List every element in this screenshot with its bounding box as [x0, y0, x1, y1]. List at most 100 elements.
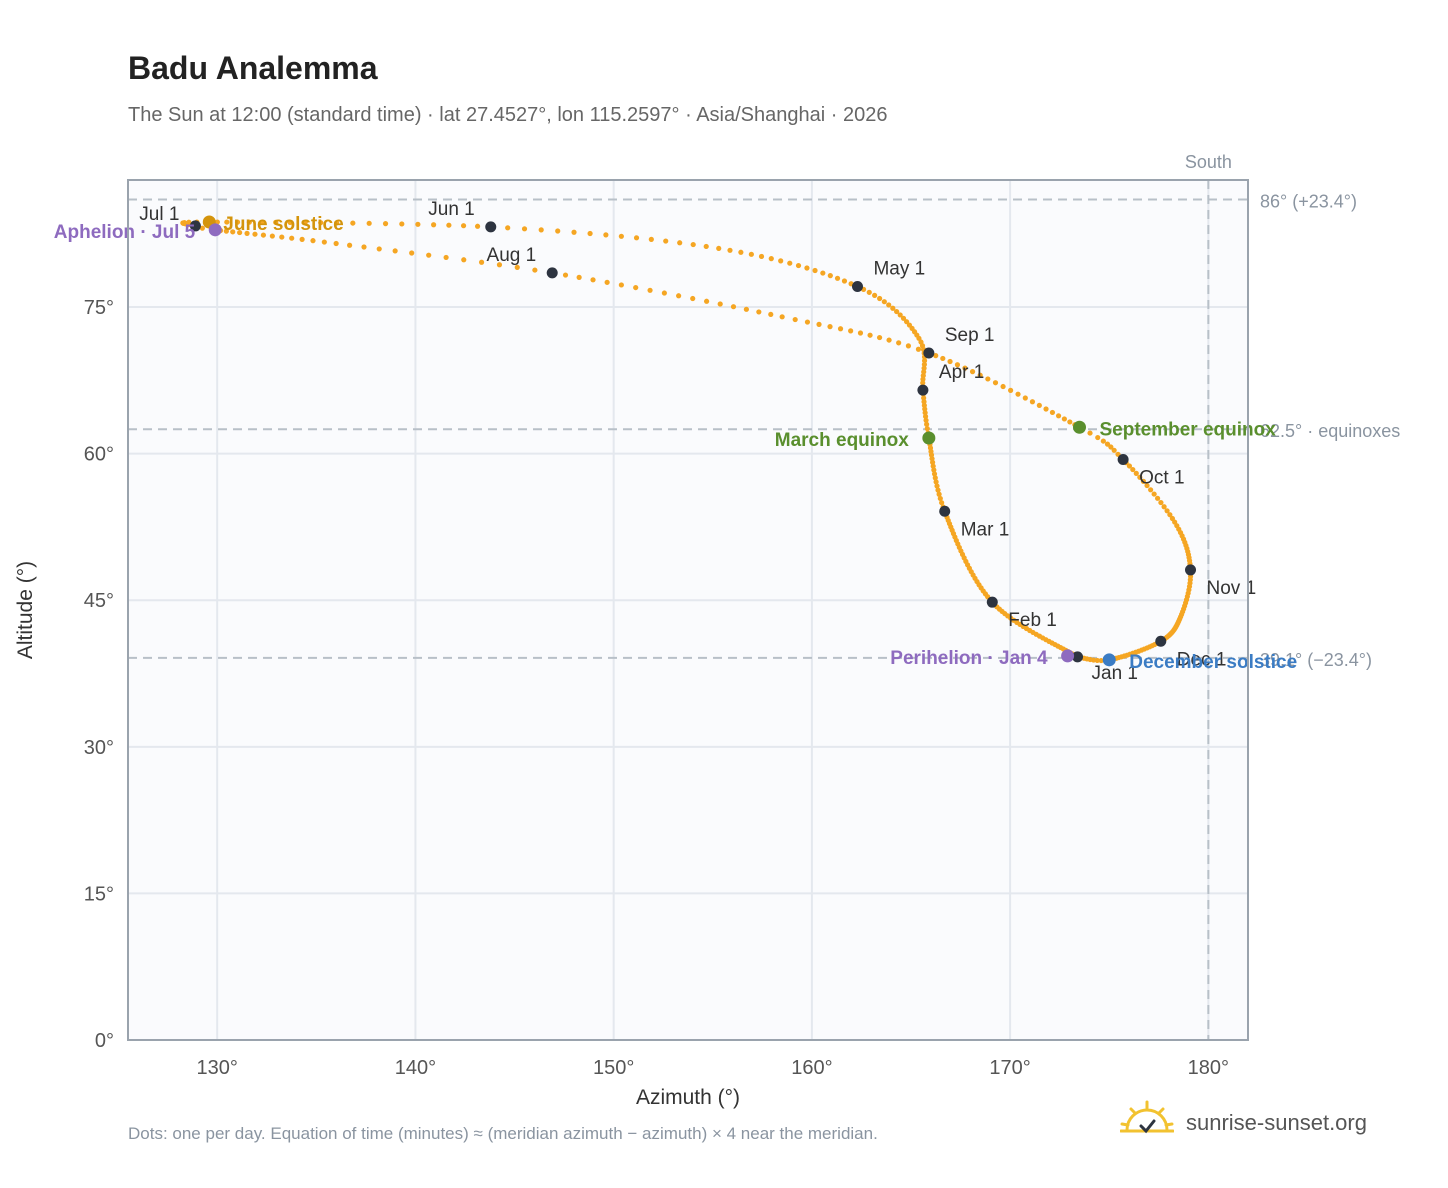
- daily-dot: [532, 267, 538, 273]
- daily-dot: [350, 220, 356, 226]
- x-tick-label: 170°: [989, 1057, 1030, 1079]
- daily-dot: [555, 228, 561, 234]
- daily-dot: [857, 330, 864, 336]
- daily-dot: [496, 262, 503, 268]
- daily-dot: [514, 264, 520, 270]
- daily-dot: [1055, 413, 1062, 419]
- daily-dot: [690, 295, 696, 302]
- daily-dot: [703, 243, 709, 250]
- brand-name[interactable]: sunrise-sunset.org: [1186, 1109, 1367, 1135]
- daily-dot: [795, 262, 802, 269]
- daily-dot: [1148, 487, 1154, 493]
- daily-dot: [743, 306, 749, 312]
- month-marker-label: Dec 1: [1177, 649, 1227, 670]
- daily-dot: [934, 483, 940, 489]
- daily-dot: [841, 278, 848, 284]
- x-tick-label: 130°: [197, 1057, 238, 1079]
- daily-dot: [661, 290, 667, 296]
- daily-dot: [478, 259, 485, 265]
- daily-dot: [921, 361, 927, 368]
- daily-dot: [334, 220, 340, 226]
- daily-dot: [690, 241, 696, 248]
- daily-dot: [1061, 416, 1067, 422]
- daily-dot: [1111, 447, 1117, 453]
- daily-dot: [881, 299, 887, 305]
- daily-dot: [333, 240, 339, 247]
- daily-dot: [269, 233, 275, 239]
- daily-dot: [443, 254, 449, 261]
- daily-dot: [1167, 512, 1173, 518]
- daily-dot: [321, 239, 327, 245]
- daily-dot: [872, 292, 878, 298]
- month-markers: Jan 1 Feb 1 Mar 1 Apr 1 May 1 Jun 1 Jul 1 Aug 1…: [139, 199, 1256, 684]
- daily-dot: [820, 270, 826, 276]
- y-tick-label: 45°: [84, 590, 114, 612]
- daily-dot: [244, 230, 250, 236]
- daily-dot: [758, 253, 765, 260]
- daily-dot: [923, 417, 929, 423]
- month-marker-label: Apr 1: [939, 362, 984, 383]
- month-marker-dot: [485, 221, 497, 233]
- daily-dot: [663, 238, 669, 244]
- daily-dot: [1144, 482, 1150, 489]
- daily-dot: [792, 316, 798, 323]
- daily-dot: [931, 467, 937, 473]
- daily-dot: [230, 229, 236, 235]
- daily-dot: [590, 277, 596, 283]
- month-marker-dot: [1155, 635, 1167, 647]
- daily-dot: [415, 221, 421, 227]
- month-marker-dot: [546, 267, 558, 279]
- daily-dot: [223, 228, 229, 234]
- daily-dot: [1154, 495, 1161, 501]
- daily-dot: [234, 219, 241, 225]
- daily-dot: [1015, 391, 1021, 397]
- daily-dot: [890, 305, 896, 311]
- daily-dot: [474, 223, 481, 229]
- daily-dot: [273, 219, 279, 225]
- reference-line-label: 39.1° (−23.4°): [1260, 650, 1372, 670]
- event-marker-dot: [1061, 649, 1075, 663]
- daily-dot: [604, 279, 610, 285]
- daily-dot: [866, 289, 872, 295]
- event-marker-label: Aphelion · Jul 5: [54, 222, 196, 243]
- daily-dot: [521, 226, 528, 232]
- daily-dot: [648, 236, 654, 242]
- event-marker-dot: [1102, 653, 1116, 667]
- month-marker-dot: [189, 220, 201, 232]
- daily-dot: [1043, 406, 1049, 412]
- daily-dot: [299, 236, 305, 242]
- daily-dot: [382, 221, 389, 227]
- daily-dot: [954, 362, 961, 368]
- daily-dot: [921, 395, 927, 401]
- daily-dot: [461, 257, 467, 263]
- daily-dot: [748, 251, 754, 257]
- daily-dot: [992, 380, 999, 386]
- month-marker-label: Sep 1: [945, 325, 995, 346]
- daily-dot: [1087, 430, 1093, 436]
- month-marker-label: Aug 1: [487, 245, 537, 266]
- daily-dot: [647, 287, 653, 293]
- brand[interactable]: sunrise-sunset.org: [1119, 1100, 1367, 1145]
- daily-dot: [977, 372, 983, 378]
- daily-dot: [676, 293, 682, 299]
- daily-dot: [924, 425, 930, 432]
- month-marker-dot: [1185, 564, 1197, 576]
- y-axis-label: Altitude (°): [14, 561, 37, 659]
- daily-dot: [310, 238, 316, 244]
- daily-dot: [903, 319, 910, 325]
- month-marker-label: Oct 1: [1139, 468, 1184, 489]
- daily-dot: [1108, 444, 1114, 450]
- daily-dot: [962, 365, 968, 371]
- y-tick-label: 0°: [95, 1030, 114, 1052]
- daily-dot: [505, 225, 511, 231]
- daily-dot: [921, 365, 927, 371]
- reference-line-label: 86° (+23.4°): [1260, 192, 1357, 212]
- daily-dot: [237, 229, 243, 236]
- event-marker-dot: [1073, 420, 1087, 434]
- event-marker-label: June solstice: [223, 214, 343, 235]
- daily-dot: [848, 328, 854, 334]
- daily-dot: [756, 309, 762, 315]
- daily-dot: [260, 232, 267, 238]
- daily-dot: [834, 275, 841, 281]
